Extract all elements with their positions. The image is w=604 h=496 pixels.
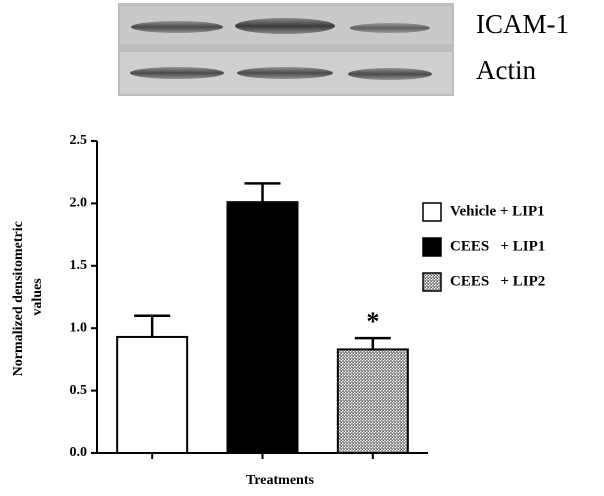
blot-band xyxy=(237,67,333,79)
bar xyxy=(116,335,189,455)
y-tick-label: 1.0 xyxy=(70,320,88,335)
legend-swatch xyxy=(422,272,442,292)
legend-text: Vehicle + LIP1 xyxy=(450,203,545,219)
blot-band xyxy=(130,67,224,79)
blot-band xyxy=(131,21,223,33)
western-blot: ICAM-1 Actin xyxy=(118,3,569,96)
legend-swatch xyxy=(422,202,442,222)
blot-band xyxy=(235,18,335,34)
bar xyxy=(336,348,409,454)
y-axis-label: Normalized densitometric values xyxy=(11,218,45,377)
blot-label: Actin xyxy=(476,55,536,85)
blot-band xyxy=(348,68,432,80)
bar xyxy=(226,201,299,454)
blot-label: ICAM-1 xyxy=(476,9,569,39)
blot-band xyxy=(350,23,430,33)
legend-text: CEES + LIP1 xyxy=(450,238,545,254)
y-tick-label: 1.5 xyxy=(70,258,88,273)
y-tick-label: 0.5 xyxy=(70,383,88,398)
legend-text: CEES + LIP2 xyxy=(450,273,545,289)
y-axis-label-line: Normalized densitometric xyxy=(11,218,26,377)
x-axis-label: Treatments xyxy=(246,473,314,488)
y-tick-label: 2.0 xyxy=(70,196,88,211)
y-tick-label: 0.0 xyxy=(70,445,88,460)
y-axis-label-line: values xyxy=(30,278,45,316)
y-tick-label: 2.5 xyxy=(70,133,88,148)
annotation: * xyxy=(366,307,379,336)
legend-swatch xyxy=(422,237,442,257)
